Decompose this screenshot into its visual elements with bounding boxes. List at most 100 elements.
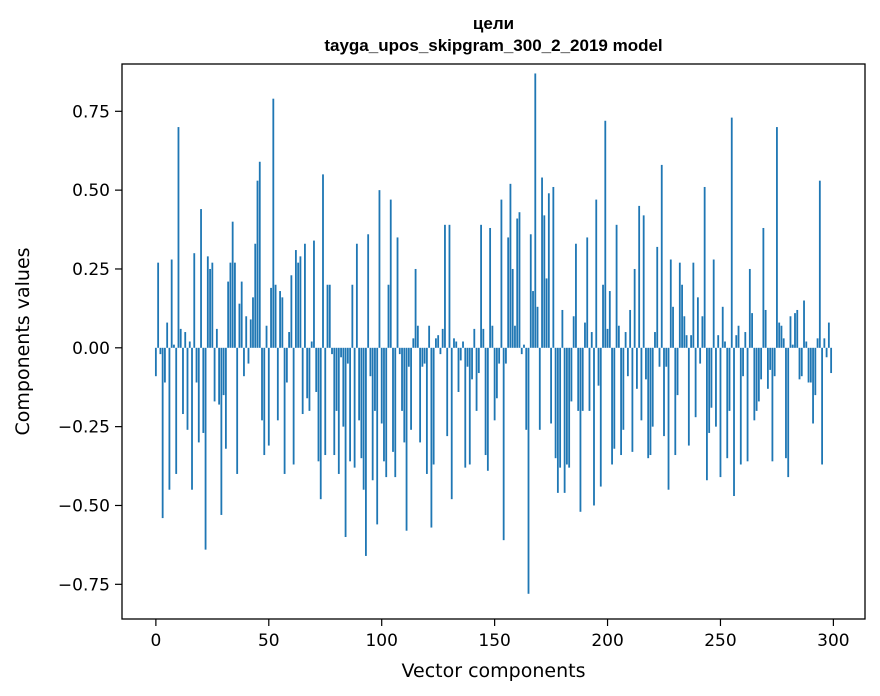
bar [179,328,182,348]
bar [335,347,338,411]
bar [367,234,370,348]
bar [498,347,501,364]
bar [633,268,636,348]
bar [541,177,543,348]
bar [577,347,580,411]
bar [796,309,799,348]
bar [267,347,270,446]
bar [222,347,225,396]
bar [769,347,772,370]
bar [500,199,503,348]
bar [581,347,584,411]
bar [629,309,632,348]
bar [358,347,361,421]
bar [486,347,489,471]
chart-subtitle: tayga_upos_skipgram_300_2_2019 model [324,36,662,55]
bar [590,332,593,348]
bar [362,347,365,490]
bar [177,127,180,348]
bar [812,347,814,424]
bar [827,322,830,348]
bar [719,347,722,478]
bar [715,347,717,427]
bar [484,347,487,456]
bar [324,347,327,456]
bar [263,347,266,456]
bar [383,347,385,462]
bar [453,338,455,348]
y-tick-label: 0.25 [72,260,110,280]
bar [554,347,557,459]
bar [161,347,164,519]
bar [748,268,751,348]
bar [340,347,342,358]
bar [669,259,672,348]
bar [516,218,519,348]
bar [527,347,530,594]
bar [430,347,433,528]
bar [755,347,758,411]
bar [710,347,713,408]
bar [534,73,537,348]
bar [435,338,437,348]
bar [667,347,670,490]
bar [170,259,173,348]
bar [218,347,221,405]
bar [355,243,358,348]
x-tick-label: 150 [478,631,510,651]
bar [509,183,512,348]
bar [514,325,516,348]
y-axis-ticks: −0.75 −0.50 −0.25 0.00 0.25 0.50 0.75 [58,102,122,595]
bar [344,347,347,538]
bar [586,237,589,348]
bar [624,332,627,348]
bar [337,347,340,474]
bar [419,347,422,443]
bar [565,347,568,465]
bar [674,347,677,456]
bar [608,291,611,348]
y-tick-label: 0.75 [72,102,110,122]
bar [252,297,254,348]
bar [166,322,169,348]
bar [708,347,711,433]
bar [821,347,823,465]
bar [308,347,311,411]
bar [380,347,383,424]
bar [660,164,663,348]
bar [313,240,315,348]
bar [550,347,552,424]
bar [746,347,749,462]
bar [798,347,801,380]
bar [737,325,740,348]
bar [403,347,406,443]
bar [439,347,442,355]
bar [559,347,562,468]
bar [175,347,178,474]
bar [466,347,469,367]
bar [547,193,550,348]
bar [511,268,514,348]
bar [694,347,697,418]
bar [410,347,412,430]
bar [220,347,223,515]
bar [374,347,376,411]
bar [349,347,351,462]
bar [611,347,613,465]
bar [561,309,564,348]
bar [376,347,379,525]
bar [764,309,767,348]
bar [724,341,726,348]
bar [825,347,828,358]
bar [173,344,175,348]
bar [773,347,776,377]
bar [803,300,805,348]
x-tick-label: 0 [150,631,161,651]
y-tick-label: −0.50 [58,496,110,516]
bar [468,347,471,465]
bar [288,332,291,348]
bar [575,243,577,348]
bar [272,98,275,348]
bar [159,347,162,355]
bar [638,205,641,348]
